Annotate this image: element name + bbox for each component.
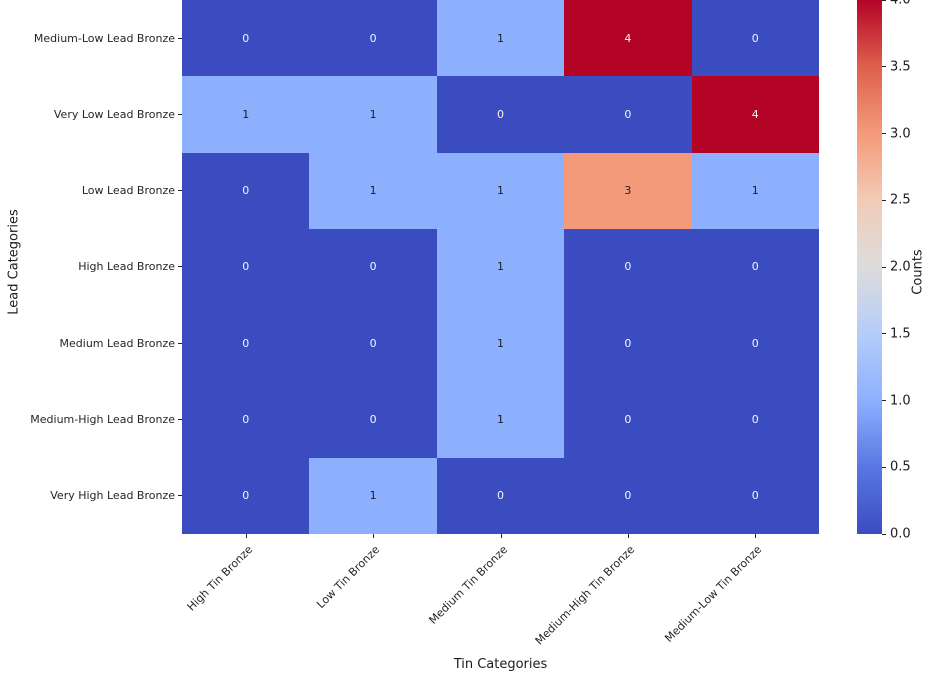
heatmap-cell-r2-c4: 1: [691, 152, 819, 229]
x-axis-tick-labels: High Tin Bronze Low Tin Bronze Medium Tin …: [182, 534, 819, 666]
heatmap-cell-r2-c2: 1: [436, 152, 565, 229]
heatmap-cell-r0-c0: 0: [182, 0, 310, 77]
heatmap-cell-r0-c1: 0: [309, 0, 437, 77]
colorbar-ticks: 0.0 0.5 1.0 1.5 2.0 2.5 3.0 3.5 4.0: [882, 0, 933, 542]
x-tick-2: Medium Tin Bronze: [425, 543, 510, 627]
heatmap-cell-r1-c1: 1: [309, 76, 437, 153]
y-tick-mark: [178, 266, 182, 268]
y-axis-tick-labels: Medium-Low Lead Bronze Very Low Lead Bron…: [0, 0, 182, 534]
y-tick-label: Low Lead Bronze: [81, 184, 175, 198]
heatmap-cell-r4-c0: 0: [182, 305, 310, 382]
colorbar-tick-mark: [882, 333, 886, 335]
x-tick-3: Medium-High Tin Bronze: [532, 543, 638, 648]
heatmap-cell-r1-c3: 0: [564, 76, 692, 153]
y-tick-label: Medium-High Lead Bronze: [30, 413, 175, 427]
heatmap-cell-r4-c3: 0: [564, 305, 692, 382]
colorbar-tick-mark: [882, 133, 886, 134]
y-tick-label: Medium Lead Bronze: [59, 336, 175, 350]
heatmap-cell-r3-c1: 0: [309, 228, 437, 306]
heatmap-cell-r5-c2: 1: [436, 381, 565, 458]
y-tick-5: Medium-High Lead Bronze: [0, 381, 182, 457]
heatmap-cell-r6-c4: 0: [691, 457, 819, 534]
colorbar-gradient: [857, 0, 882, 534]
heatmap-cell-r3-c0: 0: [182, 228, 310, 306]
y-tick-0: Medium-Low Lead Bronze: [0, 0, 182, 76]
colorbar-tick-mark: [882, 533, 886, 535]
x-tick-mark: [373, 534, 375, 538]
y-tick-2: Low Lead Bronze: [0, 153, 182, 229]
heatmap-cell-r5-c1: 0: [309, 381, 437, 458]
y-tick-mark: [178, 495, 182, 497]
x-tick-mark: [627, 534, 629, 538]
colorbar-tick-label-0.0: 0.0: [890, 526, 911, 542]
heatmap-cell-r2-c1: 1: [309, 152, 437, 229]
x-tick-mark: [755, 534, 757, 538]
x-tick-0: High Tin Bronze: [184, 543, 255, 614]
heatmap-cell-r2-c3: 3: [564, 152, 692, 229]
colorbar-tick-mark: [882, 466, 886, 468]
y-tick-label: Very Low Lead Bronze: [53, 107, 175, 121]
y-axis-title: Lead Categories: [6, 209, 22, 315]
heatmap-cell-r4-c4: 0: [691, 305, 819, 382]
colorbar-label: Counts: [910, 249, 926, 295]
heatmap-cell-r5-c4: 0: [691, 381, 819, 458]
heatmap-cell-r1-c2: 0: [436, 76, 565, 153]
y-tick-3: High Lead Bronze: [0, 229, 182, 305]
colorbar-tick-label-2.0: 2.0: [890, 259, 911, 275]
colorbar-tick-label-0.5: 0.5: [890, 459, 911, 475]
colorbar-tick-mark: [882, 199, 886, 201]
colorbar-tick-label-4.0: 4.0: [890, 0, 911, 8]
colorbar-tick-label-2.5: 2.5: [890, 192, 911, 208]
x-tick-4: Medium-Low Tin Bronze: [662, 543, 765, 645]
y-tick-4: Medium Lead Bronze: [0, 305, 182, 381]
colorbar-tick-mark: [882, 0, 886, 1]
heatmap-cell-r3-c2: 1: [436, 228, 565, 306]
y-tick-mark: [178, 419, 182, 421]
heatmap-cell-r3-c3: 0: [564, 228, 692, 306]
heatmap-cell-r6-c2: 0: [436, 457, 565, 534]
heatmap-cell-r3-c4: 0: [691, 228, 819, 306]
heatmap-cell-r4-c2: 1: [436, 305, 565, 382]
y-tick-mark: [178, 37, 182, 39]
heatmap-cell-r5-c3: 0: [564, 381, 692, 458]
colorbar-tick-mark: [882, 266, 886, 268]
y-tick-label: High Lead Bronze: [78, 260, 175, 274]
heatmap-cell-r2-c0: 0: [182, 152, 310, 229]
heatmap-cell-r0-c2: 1: [436, 0, 565, 77]
colorbar-tick-label-1.5: 1.5: [890, 326, 911, 342]
colorbar-tick-label-3.0: 3.0: [890, 126, 911, 141]
heatmap-cell-r1-c4: 4: [691, 76, 819, 153]
y-tick-mark: [178, 113, 182, 115]
heatmap-cell-r6-c0: 0: [182, 457, 310, 534]
y-tick-mark: [178, 190, 182, 192]
heatmap-cell-r0-c3: 4: [564, 0, 692, 77]
heatmap-cell-r4-c1: 0: [309, 305, 437, 382]
heatmap-cell-r0-c4: 0: [691, 0, 819, 77]
colorbar-tick-mark: [882, 66, 886, 68]
heatmap-cell-r5-c0: 0: [182, 381, 310, 458]
colorbar-tick-label-3.5: 3.5: [890, 59, 911, 75]
y-tick-label: Very High Lead Bronze: [50, 489, 175, 503]
y-tick-mark: [178, 342, 182, 344]
y-tick-label: Medium-Low Lead Bronze: [33, 31, 175, 45]
heatmap-cell-r6-c3: 0: [564, 457, 692, 534]
colorbar-tick-mark: [882, 400, 886, 401]
heatmap-cell-r6-c1: 1: [309, 457, 437, 534]
heatmap-cell-r1-c0: 1: [182, 76, 310, 153]
colorbar-tick-label-1.0: 1.0: [890, 393, 911, 408]
x-tick-mark: [245, 534, 247, 538]
x-tick-mark: [500, 534, 502, 538]
y-tick-6: Very High Lead Bronze: [0, 458, 182, 534]
x-tick-1: Low Tin Bronze: [314, 543, 383, 611]
x-axis-title: Tin Categories: [453, 657, 548, 672]
y-tick-1: Very Low Lead Bronze: [0, 76, 182, 152]
